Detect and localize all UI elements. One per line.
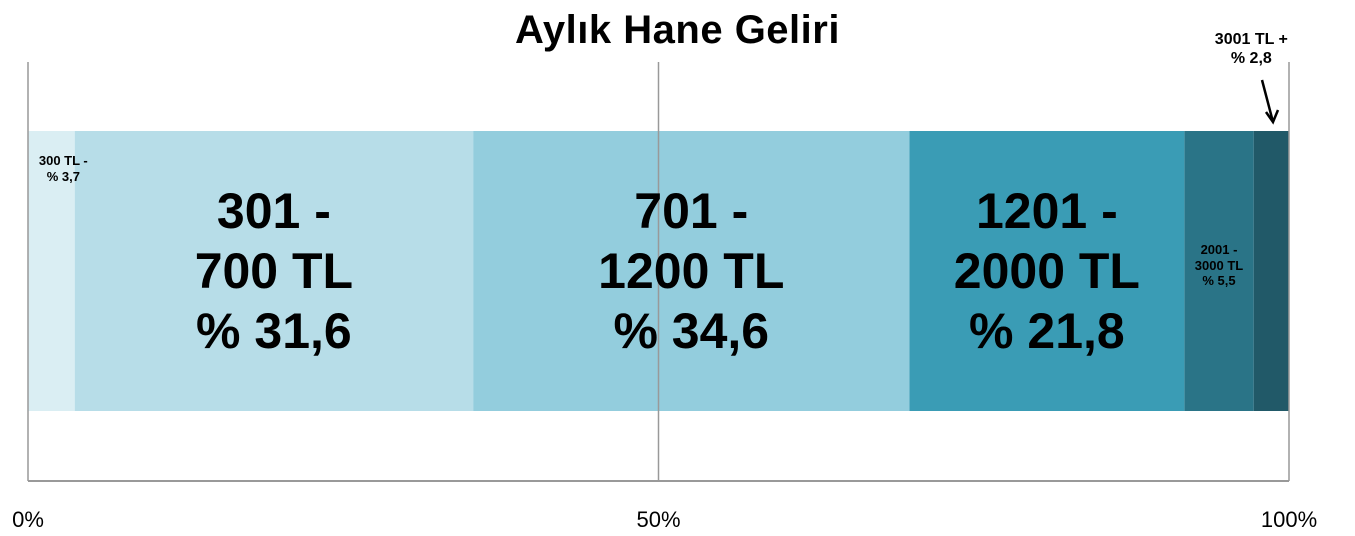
segment-name: 301 - 700 TL: [194, 183, 354, 299]
value-label: % 5,5: [1202, 273, 1236, 289]
bar-segment: [1184, 131, 1254, 411]
value-label: % 2,8: [1230, 50, 1272, 68]
data-label: 701 - 1200 TL% 34,6: [591, 181, 791, 361]
segment-name: 3001 TL +: [1214, 31, 1288, 48]
data-label: 301 - 700 TL% 31,6: [174, 181, 374, 361]
x-tick-label: 0%: [12, 507, 44, 532]
chart-title: Aylık Hane Geliri: [515, 8, 840, 52]
bar-segment: [74, 131, 474, 411]
bar-segment: [473, 131, 910, 411]
value-label: % 34,6: [613, 303, 770, 359]
value-label: % 3,7: [46, 168, 80, 184]
value-label: % 31,6: [196, 303, 352, 359]
data-label: 3001 TL + % 2,8: [1196, 30, 1306, 68]
bar-segment: [28, 131, 75, 411]
data-label: 300 TL -% 3,7: [36, 153, 91, 184]
x-tick-label: 50%: [636, 507, 681, 532]
segment-name: 2001 - 3000 TL: [1194, 242, 1244, 273]
segment-name: 1201 - 2000 TL: [953, 183, 1140, 299]
segment-name: 701 - 1200 TL: [598, 183, 785, 299]
segment-name: 300 TL -: [38, 153, 88, 168]
bar-segment: [1253, 131, 1289, 411]
data-label: 2001 - 3000 TL% 5,5: [1192, 242, 1247, 289]
value-label: % 21,8: [969, 303, 1125, 359]
bar-segment: [909, 131, 1185, 411]
data-label: 1201 - 2000 TL% 21,8: [947, 181, 1147, 361]
arrow: [1260, 79, 1280, 125]
x-tick-label: 100%: [1260, 507, 1318, 532]
